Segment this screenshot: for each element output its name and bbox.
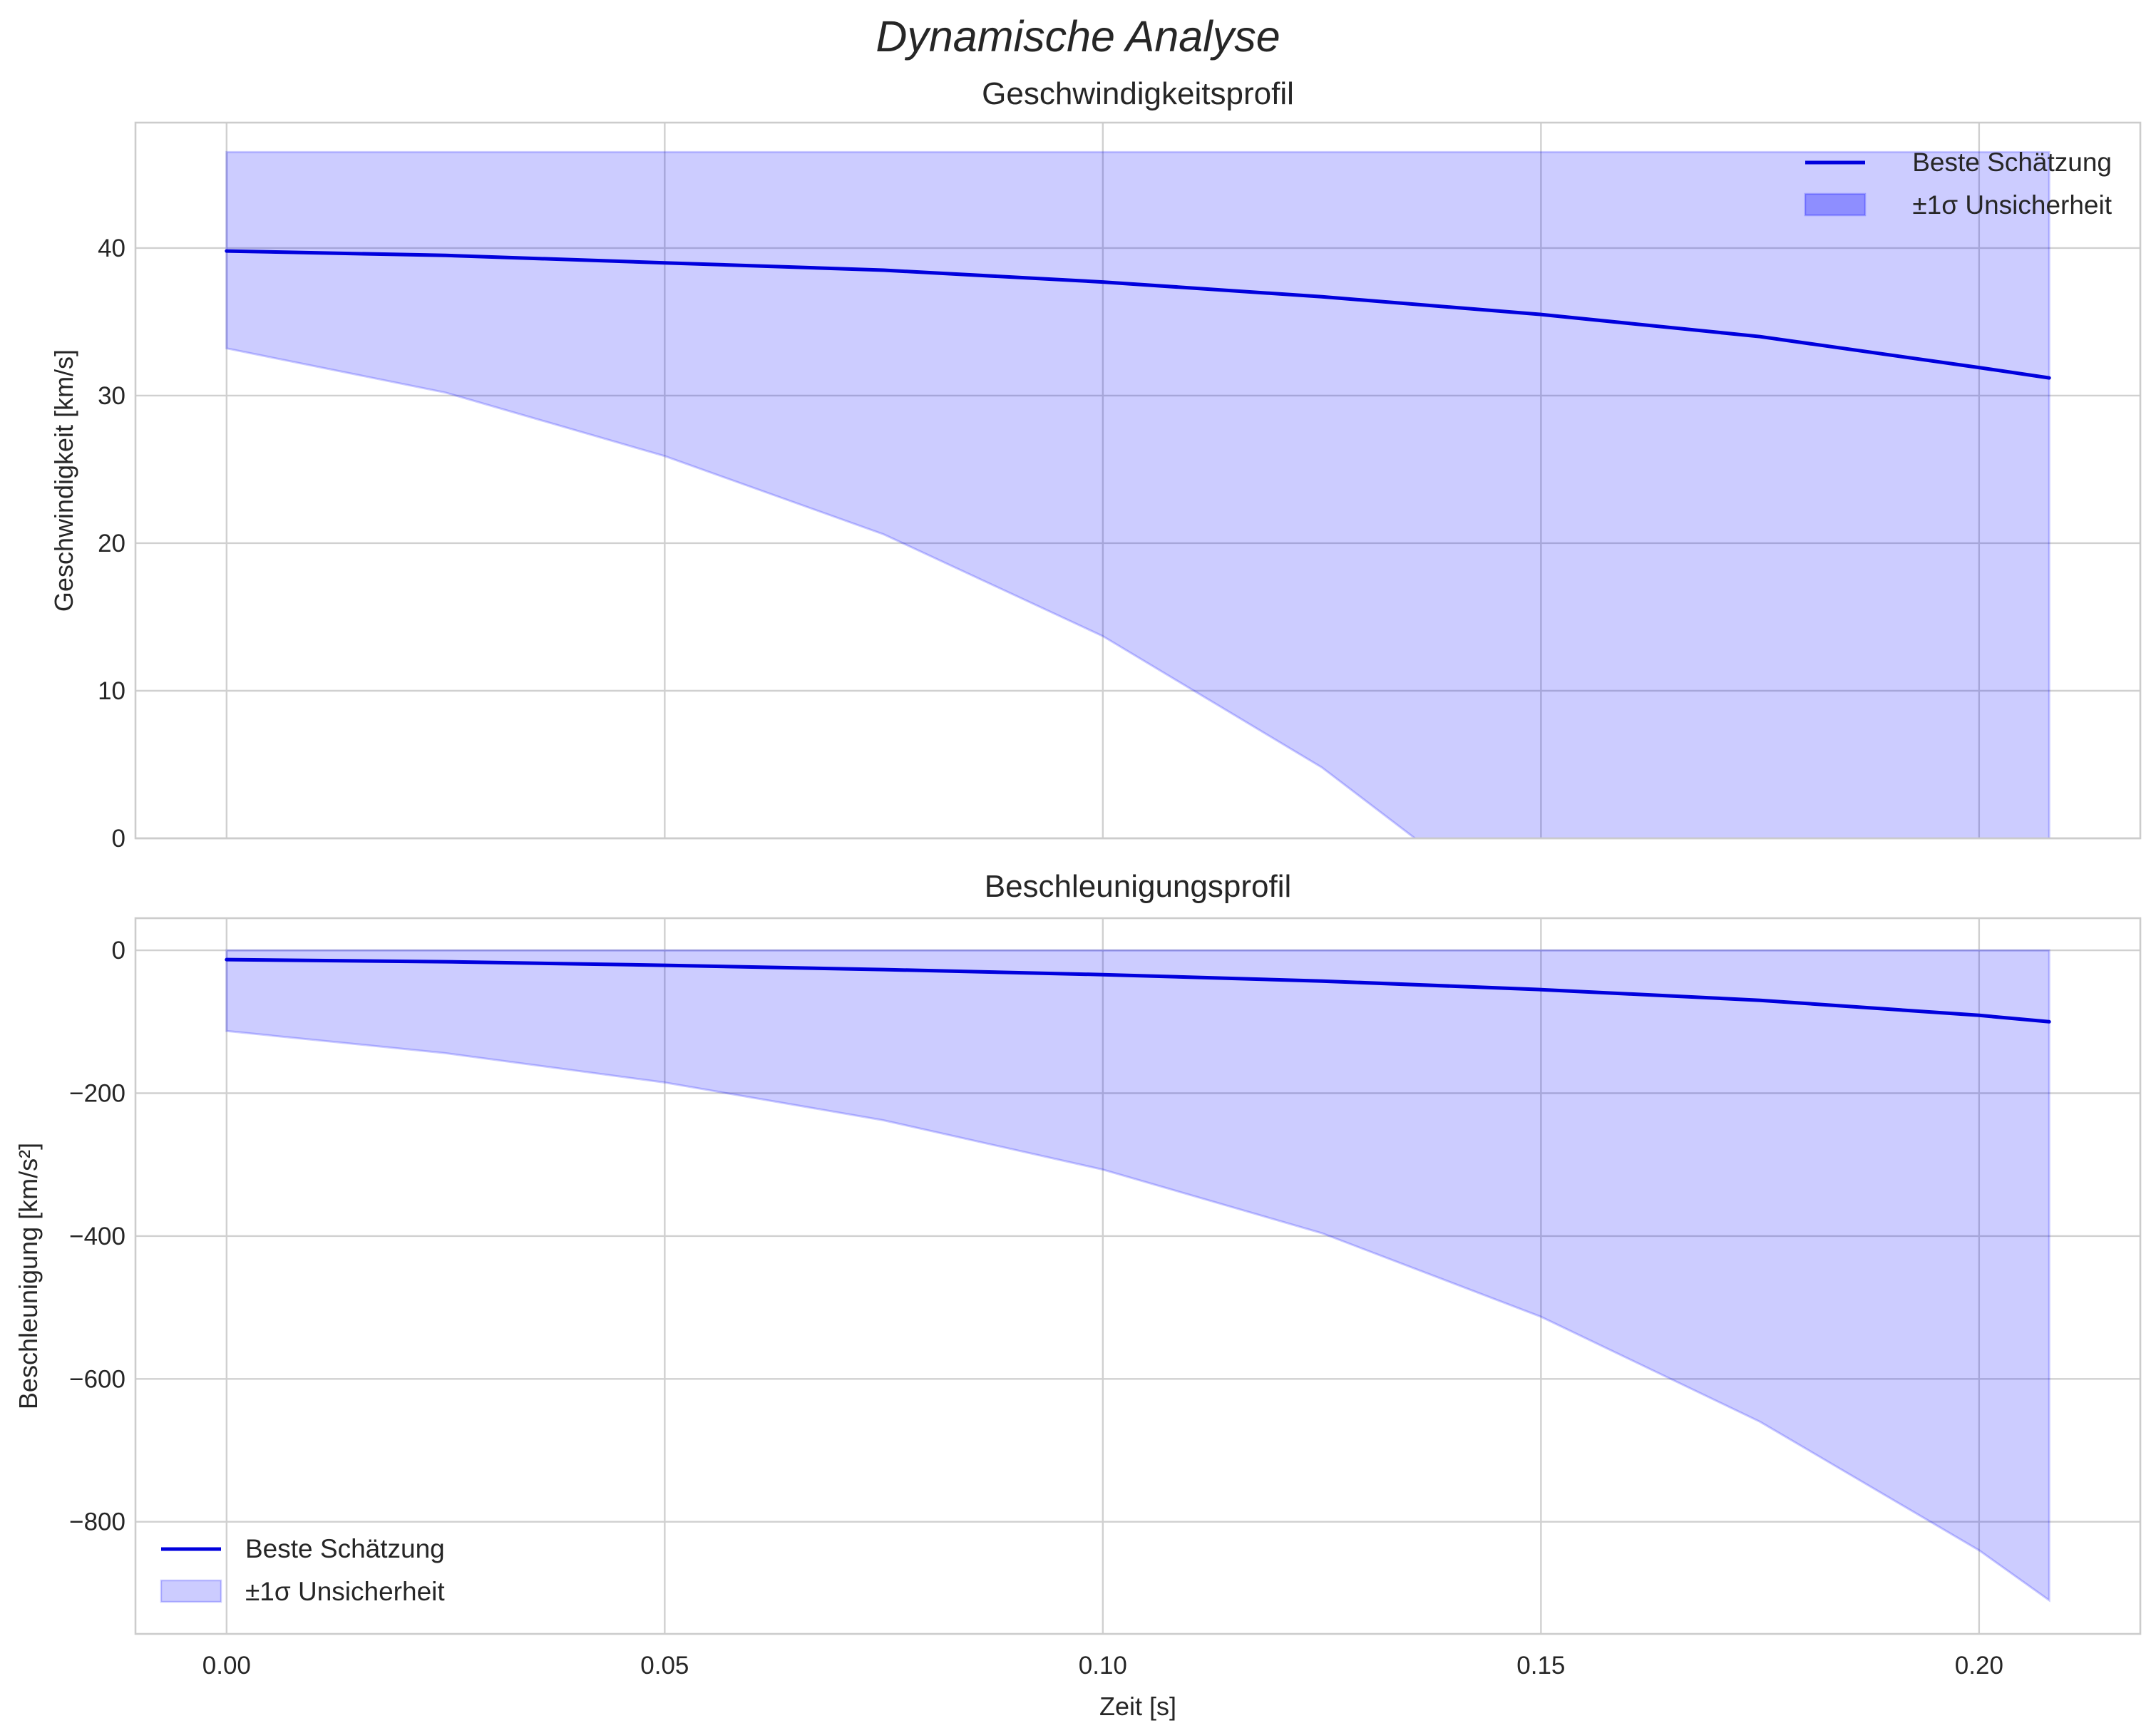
plot-frame (134, 917, 2142, 1635)
legend-label-line: Beste Schätzung (245, 1534, 445, 1563)
plot-area (225, 949, 2051, 1603)
panel-title: Geschwindigkeitsprofil (982, 76, 1294, 111)
y-tick-label: −800 (69, 1508, 125, 1536)
y-tick-label: 30 (98, 382, 125, 410)
figure-suptitle: Dynamische Analyse (876, 12, 1280, 61)
x-axis-label: Zeit [s] (1099, 1692, 1176, 1721)
best-estimate-line (225, 957, 2051, 1024)
legend: Beste Schätzung ±1σ Unsicherheit (1804, 148, 2113, 220)
legend-band-swatch (1804, 192, 1867, 217)
y-tick-label: −600 (69, 1365, 125, 1393)
best-estimate-line (225, 249, 2051, 380)
uncertainty-band (225, 949, 2050, 1603)
legend-label-band: ±1σ Unsicherheit (1912, 190, 2112, 220)
x-tick-label: 0.10 (1079, 1652, 1127, 1680)
y-tick-label: −200 (69, 1079, 125, 1107)
x-tick-label: 0.20 (1955, 1652, 2003, 1680)
legend: Beste Schätzung ±1σ Unsicherheit (160, 1534, 445, 1606)
x-tick-label: 0.05 (640, 1652, 689, 1680)
panel-title: Beschleunigungsprofil (985, 869, 1292, 904)
panel-2: 0 −200 −400 −600 −800 0.00 0.05 0.10 0.15 0.20 Bes… (14, 869, 2142, 1721)
y-tick-label: 0 (112, 825, 125, 853)
plot-area (225, 150, 2051, 838)
y-axis-label: Geschwindigkeit [km/s] (49, 349, 78, 612)
legend-band-swatch (160, 1579, 222, 1603)
uncertainty-band (225, 150, 2050, 838)
y-tick-label: 20 (98, 530, 125, 557)
y-tick-label: 40 (98, 235, 125, 262)
legend-label-band: ±1σ Unsicherheit (245, 1577, 445, 1606)
y-tick-label: 10 (98, 677, 125, 705)
y-tick-label: 0 (112, 937, 125, 965)
y-axis-label: Beschleunigung [km/s²] (14, 1143, 43, 1409)
panel-1: 0 10 20 30 40 Geschwindigkeitsprofil Geschwind… (49, 76, 2142, 853)
y-tick-label: −400 (69, 1223, 125, 1250)
legend-label-line: Beste Schätzung (1912, 148, 2112, 177)
plot-frame (134, 121, 2142, 840)
x-tick-label: 0.00 (202, 1652, 251, 1680)
x-tick-label: 0.15 (1516, 1652, 1565, 1680)
